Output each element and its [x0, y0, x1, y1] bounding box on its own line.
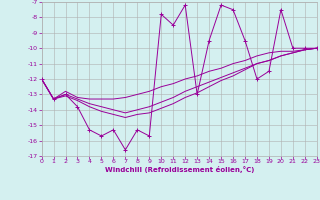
X-axis label: Windchill (Refroidissement éolien,°C): Windchill (Refroidissement éolien,°C) [105, 166, 254, 173]
